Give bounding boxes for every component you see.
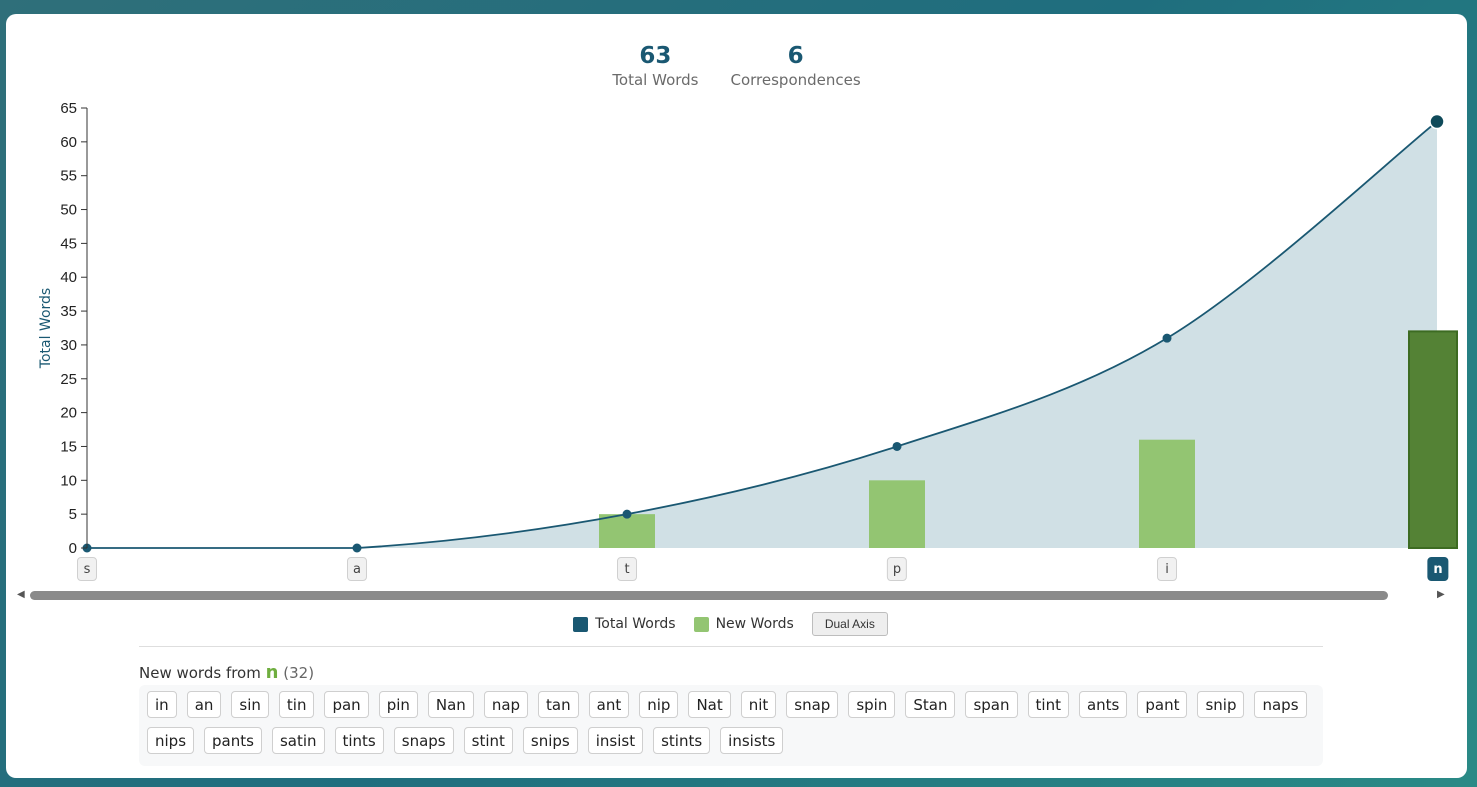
y-axis-label: Total Words	[38, 288, 54, 369]
y-tick-label: 55	[60, 168, 77, 185]
word-chip[interactable]: Nan	[427, 691, 474, 718]
y-tick-label: 40	[60, 269, 77, 286]
total-words-label: Total Words	[612, 71, 699, 89]
y-tick-label: 0	[69, 540, 77, 557]
chart-legend: Total Words New Words Dual Axis	[0, 612, 1461, 636]
word-chip[interactable]: stint	[463, 727, 513, 754]
y-tick-label: 25	[60, 371, 77, 388]
word-chip[interactable]: nips	[147, 727, 195, 754]
word-chip[interactable]: nip	[639, 691, 679, 718]
word-chip[interactable]: tin	[278, 691, 315, 718]
correspondences-label: Correspondences	[730, 71, 861, 89]
word-chip[interactable]: insists	[720, 727, 784, 754]
word-chip[interactable]: spin	[848, 691, 896, 718]
total-words-point-t	[622, 509, 632, 519]
new-words-list: in an sin tin pan pin Nan nap tan ant nip Nat nit sna…	[139, 685, 1323, 766]
new-words-count: (32)	[283, 664, 315, 682]
stats-bar: 63 Total Words 6 Correspondences	[6, 42, 1467, 90]
y-tick-label: 50	[60, 202, 77, 219]
scroll-left-arrow-icon[interactable]: ◀	[17, 589, 25, 600]
word-chip[interactable]: insist	[587, 727, 644, 754]
correspondences-value: 6	[787, 43, 804, 69]
word-chip[interactable]: an	[186, 691, 222, 718]
y-tick-label: 10	[60, 472, 77, 489]
y-tick-label: 65	[60, 100, 77, 117]
word-chip[interactable]: pant	[1137, 691, 1188, 718]
word-chip[interactable]: Stan	[905, 691, 956, 718]
total-words-value: 63	[639, 43, 672, 69]
word-chip[interactable]: in	[147, 691, 177, 718]
total-words-point-i	[1162, 333, 1172, 343]
total-words-area	[87, 121, 1437, 549]
word-chip[interactable]: ant	[588, 691, 630, 718]
y-tick-label: 20	[60, 405, 77, 422]
new-words-bar-i	[1139, 439, 1195, 548]
x-tick-i[interactable]: i	[1157, 557, 1177, 581]
word-chip[interactable]: span	[965, 691, 1018, 718]
word-chip[interactable]: snip	[1197, 691, 1245, 718]
word-chip[interactable]: sin	[231, 691, 269, 718]
y-tick-label: 45	[60, 235, 77, 252]
word-chip[interactable]: tint	[1027, 691, 1069, 718]
word-chip[interactable]: nap	[483, 691, 529, 718]
x-tick-n[interactable]: n	[1427, 557, 1449, 581]
word-chip[interactable]: snips	[522, 727, 578, 754]
word-chip[interactable]: ants	[1078, 691, 1128, 718]
y-tick-label: 5	[69, 506, 77, 523]
divider	[139, 646, 1323, 647]
x-tick-p[interactable]: p	[886, 557, 908, 581]
dual-axis-button[interactable]: Dual Axis	[811, 612, 888, 636]
legend-swatch-new	[693, 616, 709, 632]
chart-plot: 0 5 10 15 20 25 30 35 40 45 50 55 60 65 Total Words	[38, 100, 1458, 557]
y-tick-label: 15	[60, 438, 77, 455]
horizontal-scrollbar[interactable]	[30, 591, 1388, 600]
x-tick-a[interactable]: a	[347, 557, 367, 581]
word-chip[interactable]: stints	[653, 727, 711, 754]
scroll-right-arrow-icon[interactable]: ▶	[1437, 589, 1445, 600]
y-tick-label: 30	[60, 337, 77, 354]
y-tick-label: 35	[60, 303, 77, 320]
total-words-point-p	[892, 441, 902, 451]
word-chip[interactable]: Nat	[688, 691, 731, 718]
legend-total-label: Total Words	[595, 616, 676, 632]
total-words-point-a	[352, 543, 362, 553]
new-words-bar-n	[1408, 330, 1458, 549]
new-words-prefix: New words from	[139, 664, 261, 682]
legend-total-words[interactable]: Total Words	[573, 616, 676, 632]
correspondences-stat: 6 Correspondences	[730, 42, 860, 90]
new-words-heading: New words from n (32)	[139, 662, 314, 683]
word-chip[interactable]: pants	[204, 727, 262, 754]
legend-new-label: New Words	[715, 616, 794, 632]
new-words-letter: n	[265, 662, 279, 683]
new-words-bar-p	[869, 480, 925, 548]
legend-swatch-total	[573, 616, 589, 632]
x-tick-s[interactable]: s	[77, 557, 97, 581]
total-words-point-n	[1429, 113, 1445, 130]
word-chip[interactable]: pan	[324, 691, 369, 718]
word-chip[interactable]: satin	[271, 727, 325, 754]
word-chip[interactable]: pin	[378, 691, 418, 718]
legend-new-words[interactable]: New Words	[693, 616, 794, 632]
word-chip[interactable]: nit	[740, 691, 777, 718]
total-words-line	[86, 120, 1438, 549]
word-chip[interactable]: tints	[334, 727, 384, 754]
total-words-stat: 63 Total Words	[612, 42, 698, 90]
y-tick-label: 60	[60, 134, 77, 151]
x-tick-t[interactable]: t	[617, 557, 637, 581]
word-chip[interactable]: naps	[1254, 691, 1307, 718]
word-chip[interactable]: snaps	[393, 727, 454, 754]
word-chip[interactable]: snap	[786, 691, 839, 718]
new-words-bar-t	[599, 514, 655, 548]
word-chip[interactable]: tan	[538, 691, 579, 718]
